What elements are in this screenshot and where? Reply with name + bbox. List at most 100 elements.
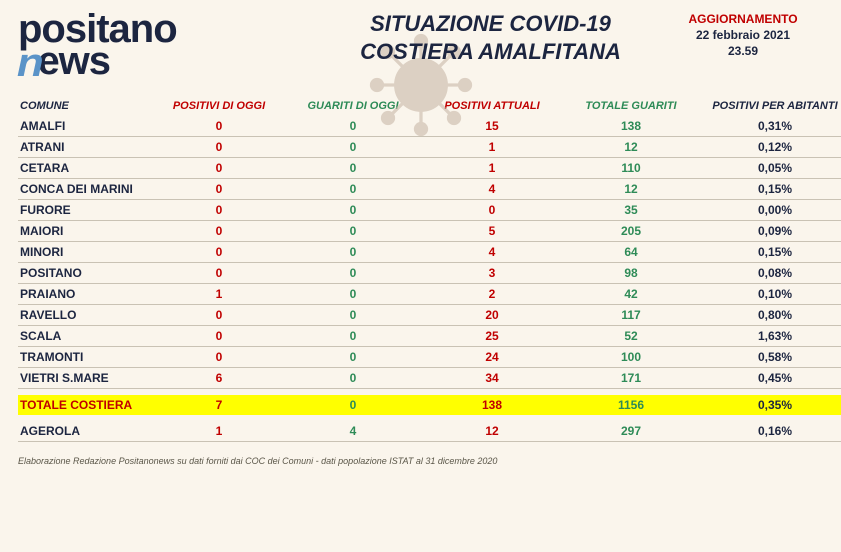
cell-tot-guar: 42 bbox=[564, 284, 698, 305]
agerola-label: AGEROLA bbox=[18, 421, 152, 442]
cell-pos-oggi: 6 bbox=[152, 368, 286, 389]
cell-tot-guar: 64 bbox=[564, 242, 698, 263]
cell-pos-att: 5 bbox=[420, 221, 564, 242]
cell-comune: POSITANO bbox=[18, 263, 152, 284]
cell-pos-ab: 0,45% bbox=[698, 368, 841, 389]
logo-swoosh: n bbox=[17, 44, 43, 82]
cell-comune: MAIORI bbox=[18, 221, 152, 242]
cell-pos-att: 2 bbox=[420, 284, 564, 305]
cell-pos-oggi: 0 bbox=[152, 158, 286, 179]
cell-pos-oggi: 0 bbox=[152, 200, 286, 221]
cell-pos-ab: 1,63% bbox=[698, 326, 841, 347]
totale-label: TOTALE COSTIERA bbox=[18, 395, 152, 415]
table-row: AMALFI00151380,31% bbox=[18, 116, 841, 137]
cell-comune: ATRANI bbox=[18, 137, 152, 158]
totale-pos-att: 138 bbox=[420, 395, 564, 415]
cell-comune: CETARA bbox=[18, 158, 152, 179]
cell-pos-oggi: 1 bbox=[152, 284, 286, 305]
title-block: SITUAZIONE COVID-19 COSTIERA AMALFITANA bbox=[318, 10, 663, 65]
agerola-tot-guar: 297 bbox=[564, 421, 698, 442]
update-date: 22 febbraio 2021 bbox=[663, 28, 823, 42]
cell-pos-att: 4 bbox=[420, 242, 564, 263]
footer-note: Elaborazione Redazione Positanonews su d… bbox=[18, 456, 823, 466]
table-row: MINORI004640,15% bbox=[18, 242, 841, 263]
cell-comune: FURORE bbox=[18, 200, 152, 221]
update-label: AGGIORNAMENTO bbox=[663, 12, 823, 26]
table-row: VIETRI S.MARE60341710,45% bbox=[18, 368, 841, 389]
cell-tot-guar: 171 bbox=[564, 368, 698, 389]
header-row: COMUNE POSITIVI DI OGGI GUARITI DI OGGI … bbox=[18, 96, 841, 116]
cell-comune: CONCA DEI MARINI bbox=[18, 179, 152, 200]
cell-comune: SCALA bbox=[18, 326, 152, 347]
table-row: FURORE000350,00% bbox=[18, 200, 841, 221]
cell-pos-oggi: 0 bbox=[152, 347, 286, 368]
table-row: POSITANO003980,08% bbox=[18, 263, 841, 284]
table-row: SCALA0025521,63% bbox=[18, 326, 841, 347]
cell-pos-att: 0 bbox=[420, 200, 564, 221]
cell-tot-guar: 138 bbox=[564, 116, 698, 137]
cell-guar-oggi: 0 bbox=[286, 200, 420, 221]
cell-guar-oggi: 0 bbox=[286, 242, 420, 263]
cell-pos-att: 3 bbox=[420, 263, 564, 284]
cell-comune: PRAIANO bbox=[18, 284, 152, 305]
covid-table: COMUNE POSITIVI DI OGGI GUARITI DI OGGI … bbox=[18, 96, 841, 442]
cell-pos-oggi: 0 bbox=[152, 137, 286, 158]
cell-pos-ab: 0,12% bbox=[698, 137, 841, 158]
logo-rest: ews bbox=[37, 39, 110, 83]
cell-pos-att: 1 bbox=[420, 137, 564, 158]
cell-tot-guar: 52 bbox=[564, 326, 698, 347]
cell-guar-oggi: 0 bbox=[286, 305, 420, 326]
col-pos-oggi: POSITIVI DI OGGI bbox=[152, 96, 286, 116]
col-comune: COMUNE bbox=[18, 96, 152, 116]
agerola-row: AGEROLA 1 4 12 297 0,16% bbox=[18, 421, 841, 442]
cell-guar-oggi: 0 bbox=[286, 368, 420, 389]
cell-pos-ab: 0,00% bbox=[698, 200, 841, 221]
col-pos-ab: POSITIVI PER ABITANTI bbox=[698, 96, 841, 116]
cell-tot-guar: 35 bbox=[564, 200, 698, 221]
cell-comune: TRAMONTI bbox=[18, 347, 152, 368]
cell-guar-oggi: 0 bbox=[286, 116, 420, 137]
totale-pos-oggi: 7 bbox=[152, 395, 286, 415]
update-block: AGGIORNAMENTO 22 febbraio 2021 23.59 bbox=[663, 10, 823, 58]
cell-comune: RAVELLO bbox=[18, 305, 152, 326]
cell-guar-oggi: 0 bbox=[286, 263, 420, 284]
cell-pos-ab: 0,08% bbox=[698, 263, 841, 284]
cell-guar-oggi: 0 bbox=[286, 221, 420, 242]
table-row: MAIORI0052050,09% bbox=[18, 221, 841, 242]
update-time: 23.59 bbox=[663, 44, 823, 58]
agerola-pos-oggi: 1 bbox=[152, 421, 286, 442]
agerola-guar-oggi: 4 bbox=[286, 421, 420, 442]
title-line2: COSTIERA AMALFITANA bbox=[318, 38, 663, 66]
cell-pos-ab: 0,10% bbox=[698, 284, 841, 305]
header: positano news SITUAZIONE COVID-19 COSTIE… bbox=[18, 10, 823, 88]
cell-pos-att: 34 bbox=[420, 368, 564, 389]
title-line1: SITUAZIONE COVID-19 bbox=[318, 10, 663, 38]
cell-pos-oggi: 0 bbox=[152, 263, 286, 284]
table-row: RAVELLO00201170,80% bbox=[18, 305, 841, 326]
logo: positano news bbox=[18, 10, 318, 80]
table-row: ATRANI001120,12% bbox=[18, 137, 841, 158]
col-tot-guar: TOTALE GUARITI bbox=[564, 96, 698, 116]
report-page: positano news SITUAZIONE COVID-19 COSTIE… bbox=[0, 0, 841, 552]
cell-pos-att: 1 bbox=[420, 158, 564, 179]
totale-tot-guar: 1156 bbox=[564, 395, 698, 415]
col-pos-att: POSITIVI ATTUALI bbox=[420, 96, 564, 116]
cell-guar-oggi: 0 bbox=[286, 326, 420, 347]
cell-tot-guar: 98 bbox=[564, 263, 698, 284]
cell-tot-guar: 12 bbox=[564, 137, 698, 158]
cell-pos-oggi: 0 bbox=[152, 305, 286, 326]
cell-pos-ab: 0,15% bbox=[698, 242, 841, 263]
cell-pos-ab: 0,05% bbox=[698, 158, 841, 179]
table-row: PRAIANO102420,10% bbox=[18, 284, 841, 305]
cell-comune: VIETRI S.MARE bbox=[18, 368, 152, 389]
cell-tot-guar: 205 bbox=[564, 221, 698, 242]
cell-guar-oggi: 0 bbox=[286, 347, 420, 368]
totale-guar-oggi: 0 bbox=[286, 395, 420, 415]
cell-pos-att: 25 bbox=[420, 326, 564, 347]
cell-guar-oggi: 0 bbox=[286, 179, 420, 200]
cell-pos-ab: 0,15% bbox=[698, 179, 841, 200]
col-guar-oggi: GUARITI DI OGGI bbox=[286, 96, 420, 116]
cell-guar-oggi: 0 bbox=[286, 137, 420, 158]
totale-pos-ab: 0,35% bbox=[698, 395, 841, 415]
cell-pos-oggi: 0 bbox=[152, 116, 286, 137]
